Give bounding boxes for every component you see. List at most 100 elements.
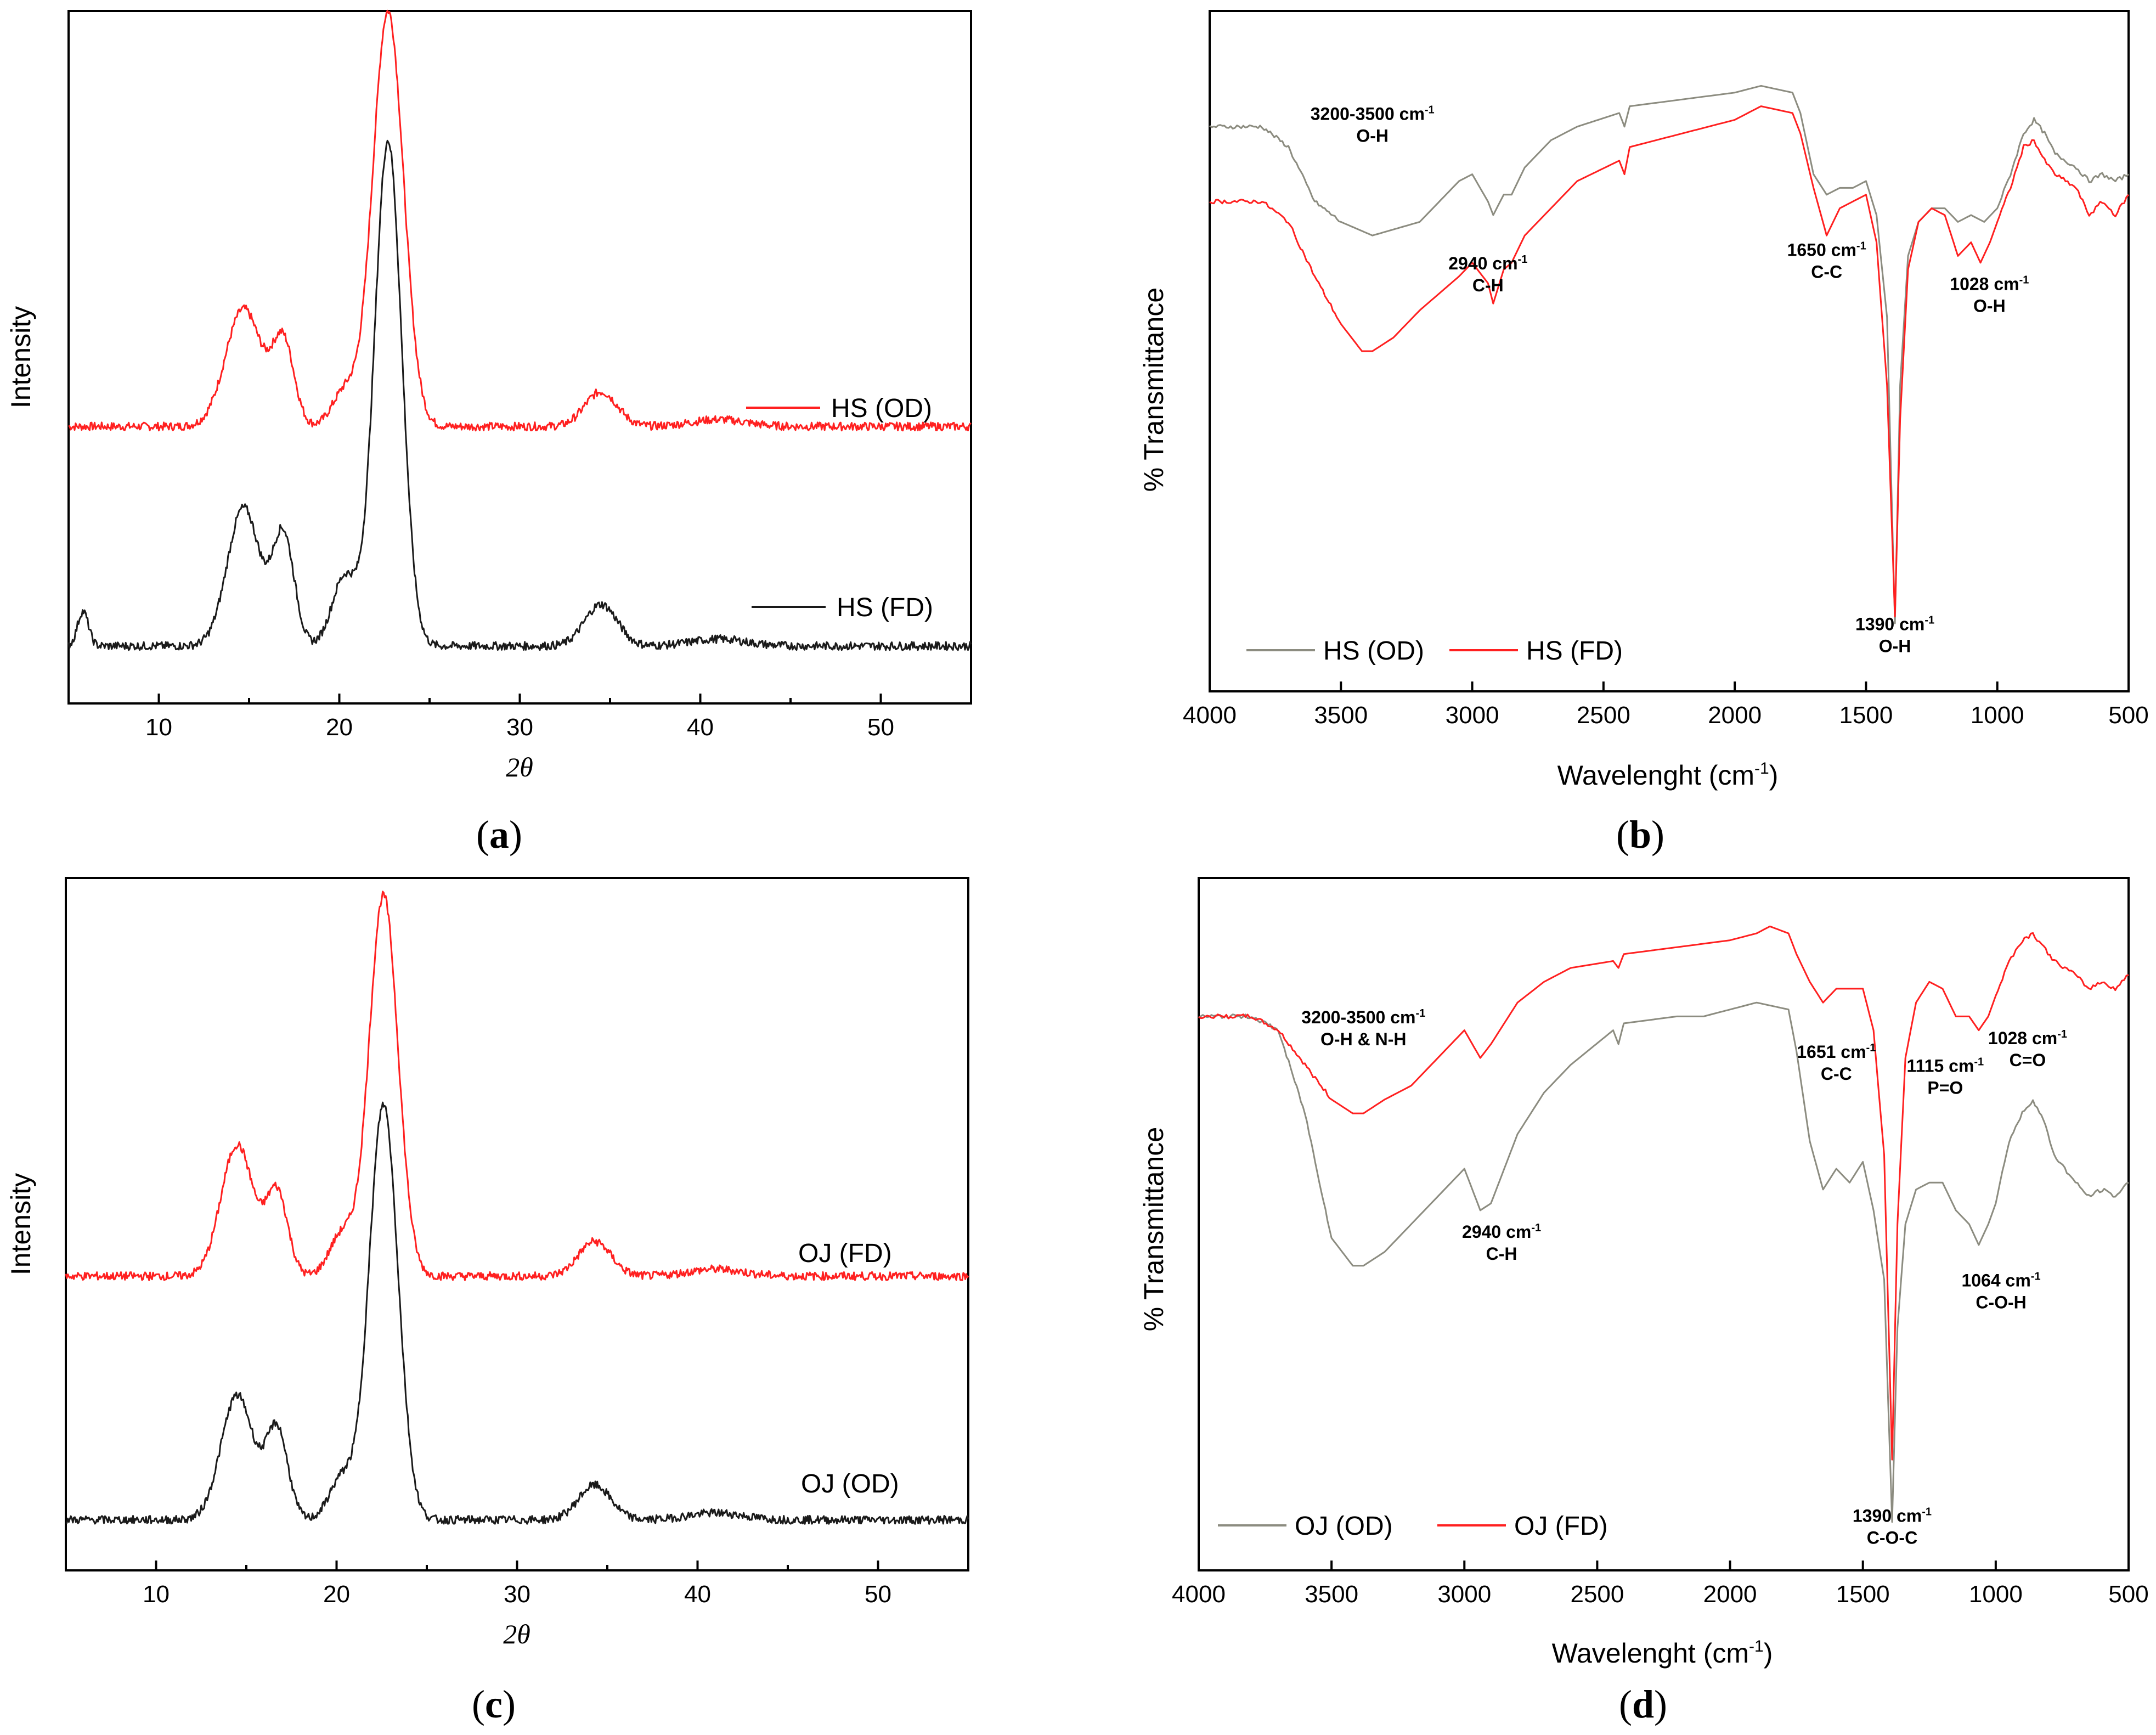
annotation: 3200-3500 cm-1O-H & N-H: [1301, 1007, 1425, 1049]
plot-frame: [1198, 877, 2130, 1571]
x-tick-label: 3500: [1305, 1581, 1358, 1608]
y-axis-label: Intensity: [5, 1173, 36, 1275]
x-tick-label: 30: [506, 714, 533, 741]
annotation-line1: 1028 cm: [1988, 1028, 2057, 1048]
x-tick-label: 1000: [1969, 1581, 2023, 1608]
x-axis-label: Wavelenght (cm-1): [1557, 759, 1779, 791]
y-axis-label: Intensity: [5, 306, 36, 408]
x-tick-label: 500: [2108, 1581, 2148, 1608]
annotation: 1390 cm-1O-H: [1855, 614, 1934, 656]
legend-label-hs-fd: HS (FD): [837, 593, 933, 622]
annotation: 2940 cm-1C-H: [1462, 1222, 1541, 1264]
x-axis: 10 20 30 40 50: [65, 1561, 969, 1608]
annotation-line2: O-H: [1356, 126, 1389, 145]
legend: OJ (FD) OJ (OD): [798, 1239, 899, 1499]
x-tick-label: 50: [867, 714, 894, 741]
series-line-hs-od: [1209, 85, 2129, 624]
y-axis-label: % Transmittance: [1138, 1127, 1169, 1331]
legend-label-oj-fd: OJ (FD): [798, 1239, 892, 1268]
series-line-hs-fd: [1209, 105, 2130, 618]
legend-label-oj-fd: OJ (FD): [1514, 1512, 1608, 1541]
annotation: 1650 cm-1 C-C: [1787, 240, 1866, 281]
annotation-line1: 3200-3500 cm: [1311, 104, 1425, 123]
annotation-line1: 3200-3500 cm: [1301, 1007, 1415, 1027]
x-axis: 4000 3500 3000 2500 2000 1500 1000 500: [1172, 1561, 2149, 1608]
legend: OJ (OD) OJ (FD): [1218, 1512, 1608, 1541]
legend: HS (OD) HS (FD): [746, 394, 933, 622]
x-tick-label: 4000: [1183, 702, 1237, 729]
x-tick-label: 3000: [1446, 702, 1499, 729]
annotation-line1: 1115 cm: [1907, 1056, 1974, 1075]
legend-label-oj-od: OJ (OD): [1295, 1512, 1393, 1541]
panel-caption: (a): [476, 813, 522, 857]
legend-label-hs-od: HS (OD): [831, 394, 932, 423]
y-axis-label: % Transmittance: [1138, 288, 1169, 492]
legend-label-hs-od: HS (OD): [1323, 636, 1424, 666]
svg-text:1028 cm-1: 1028 cm-1: [1988, 1028, 2067, 1048]
panel-c-xrd: 10 20 30 40 50 Intensity 2θ OJ (FD) OJ (OD) …: [5, 877, 969, 1726]
svg-text:2940 cm-1: 2940 cm-1: [1462, 1222, 1541, 1242]
svg-text:2940 cm-1: 2940 cm-1: [1448, 254, 1527, 273]
annotations: 3200-3500 cm-1 O-H 2940 cm-1 C-H 1650 cm-1 C-…: [1311, 104, 2029, 656]
x-tick-label: 3500: [1314, 702, 1368, 729]
svg-text:1651 cm-1: 1651 cm-1: [1797, 1042, 1876, 1062]
x-tick-label: 2000: [1708, 702, 1762, 729]
plot-frame: [67, 10, 972, 705]
annotation: 1028 cm-1C=O: [1988, 1028, 2067, 1070]
x-tick-label: 2500: [1570, 1581, 1624, 1608]
annotation-line1: 2940 cm: [1462, 1222, 1531, 1242]
series-line-hs-od: [68, 9, 972, 432]
x-tick-label: 2000: [1703, 1581, 1757, 1608]
series: [67, 9, 972, 651]
series-line-oj-od: [1198, 1001, 2129, 1523]
x-axis-label: 2θ: [503, 1619, 530, 1649]
annotation-line2: C-O-C: [1867, 1528, 1917, 1548]
annotation: 1115 cm-1 P=O: [1907, 1056, 1984, 1097]
series-line-oj-od: [65, 1101, 969, 1525]
series: [1198, 925, 2129, 1523]
x-axis: 4000 3500 3000 2500 2000 1500 1000 500: [1183, 681, 2149, 729]
svg-text:1028 cm-1: 1028 cm-1: [1950, 274, 2029, 294]
annotation-line2: C-O-H: [1976, 1293, 2026, 1312]
annotation-line1: 1650 cm: [1787, 240, 1856, 260]
svg-text:3200-3500 cm-1: 3200-3500 cm-1: [1311, 104, 1435, 123]
svg-text:1064 cm-1: 1064 cm-1: [1961, 1271, 2040, 1291]
x-tick-label: 4000: [1172, 1581, 1226, 1608]
svg-text:1115 cm-1: 1115 cm-1: [1907, 1056, 1984, 1075]
annotation-line2: C-H: [1472, 275, 1504, 295]
annotation-line2: O-H & N-H: [1320, 1029, 1406, 1049]
x-tick-label: 10: [145, 714, 172, 741]
annotation-line2: C-C: [1821, 1064, 1852, 1084]
plot-frame: [65, 877, 969, 1571]
x-tick-label: 1000: [1971, 702, 2024, 729]
x-tick-label: 50: [865, 1581, 891, 1608]
panel-a-xrd: 10 20 30 40 50 Intensity 2θ HS (OD) HS (FD) …: [5, 9, 972, 857]
x-tick-label: 1500: [1836, 1581, 1890, 1608]
series: [1209, 85, 2130, 624]
annotation-line1: 2940 cm: [1448, 254, 1517, 273]
x-tick-label: 10: [143, 1581, 170, 1608]
x-tick-label: 20: [326, 714, 353, 741]
x-tick-label: 40: [684, 1581, 711, 1608]
legend-label-oj-od: OJ (OD): [801, 1469, 899, 1499]
annotation-line2: P=O: [1927, 1078, 1963, 1097]
panel-caption: (d): [1619, 1682, 1667, 1726]
series-line-oj-fd: [65, 891, 969, 1281]
x-tick-label: 30: [504, 1581, 530, 1608]
series: [65, 891, 969, 1525]
annotation: 1651 cm-1C-C: [1797, 1042, 1876, 1084]
x-tick-label: 500: [2108, 702, 2148, 729]
annotation: 2940 cm-1 C-H: [1448, 254, 1527, 295]
svg-text:3200-3500 cm-1: 3200-3500 cm-1: [1301, 1007, 1425, 1027]
legend: HS (OD) HS (FD): [1246, 636, 1623, 666]
x-tick-label: 40: [687, 714, 714, 741]
annotation-line1: 1028 cm: [1950, 274, 2019, 294]
legend-label-hs-fd: HS (FD): [1526, 636, 1623, 666]
x-axis: 10 20 30 40 50: [67, 694, 972, 741]
panel-b-ftir: 4000 3500 3000 2500 2000 1500 1000 500 3200-350…: [1138, 10, 2149, 857]
annotation-line2: O-H: [1973, 296, 2006, 316]
x-tick-label: 3000: [1437, 1581, 1491, 1608]
annotation-line2: C-C: [1811, 262, 1842, 281]
annotation-line2: C=O: [2010, 1050, 2046, 1070]
